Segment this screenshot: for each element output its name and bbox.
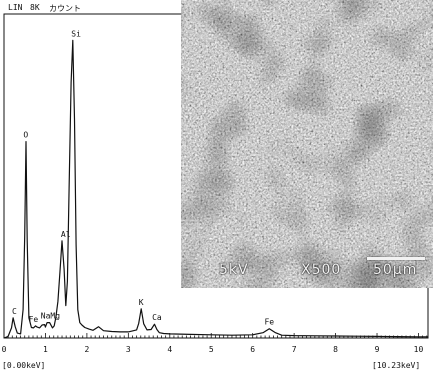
x-tick-label: 0 bbox=[2, 345, 7, 354]
sem-scale-label: 50µm bbox=[373, 262, 418, 278]
x-tick-label: 3 bbox=[126, 345, 131, 354]
peak-label: K bbox=[139, 298, 144, 307]
x-tick-label: 8 bbox=[333, 345, 338, 354]
x-tick-label: 6 bbox=[250, 345, 255, 354]
sem-magnification-label: X500 bbox=[301, 262, 342, 278]
peak-label: Si bbox=[71, 29, 81, 38]
x-tick-label: 4 bbox=[167, 345, 172, 354]
peak-label: Fe bbox=[29, 315, 39, 324]
x-tick-label: 5 bbox=[209, 345, 214, 354]
sem-voltage-label: 5kV bbox=[219, 262, 249, 278]
energy-range-max: [10.23keV] bbox=[372, 361, 421, 370]
sem-texture bbox=[181, 0, 433, 288]
peak-label: NaMg bbox=[41, 312, 60, 321]
y-unit-label: カウント bbox=[49, 4, 81, 13]
sem-scale-bar bbox=[367, 257, 425, 260]
sem-micrograph: 5kV X500 50µm bbox=[181, 0, 433, 288]
y-full-scale-label: 8K bbox=[30, 3, 40, 12]
peak-label: C bbox=[12, 307, 17, 316]
peak-label: Al bbox=[61, 230, 71, 239]
x-tick-label: 1 bbox=[43, 345, 48, 354]
peak-label: Ca bbox=[152, 313, 162, 322]
x-tick-label: 10 bbox=[414, 345, 424, 354]
peak-label: Fe bbox=[264, 318, 274, 327]
spectrum-line bbox=[3, 39, 428, 339]
x-tick-label: 7 bbox=[292, 345, 297, 354]
x-tick-label: 2 bbox=[84, 345, 89, 354]
energy-range-min: [0.00keV] bbox=[2, 361, 46, 370]
x-tick-label: 9 bbox=[375, 345, 380, 354]
peak-label: O bbox=[23, 131, 28, 140]
y-scale-label: LIN bbox=[8, 3, 23, 12]
